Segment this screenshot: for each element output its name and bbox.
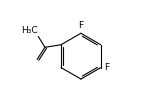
Text: H₃C: H₃C	[21, 26, 37, 35]
Text: F: F	[78, 21, 83, 30]
Text: F: F	[104, 63, 109, 72]
